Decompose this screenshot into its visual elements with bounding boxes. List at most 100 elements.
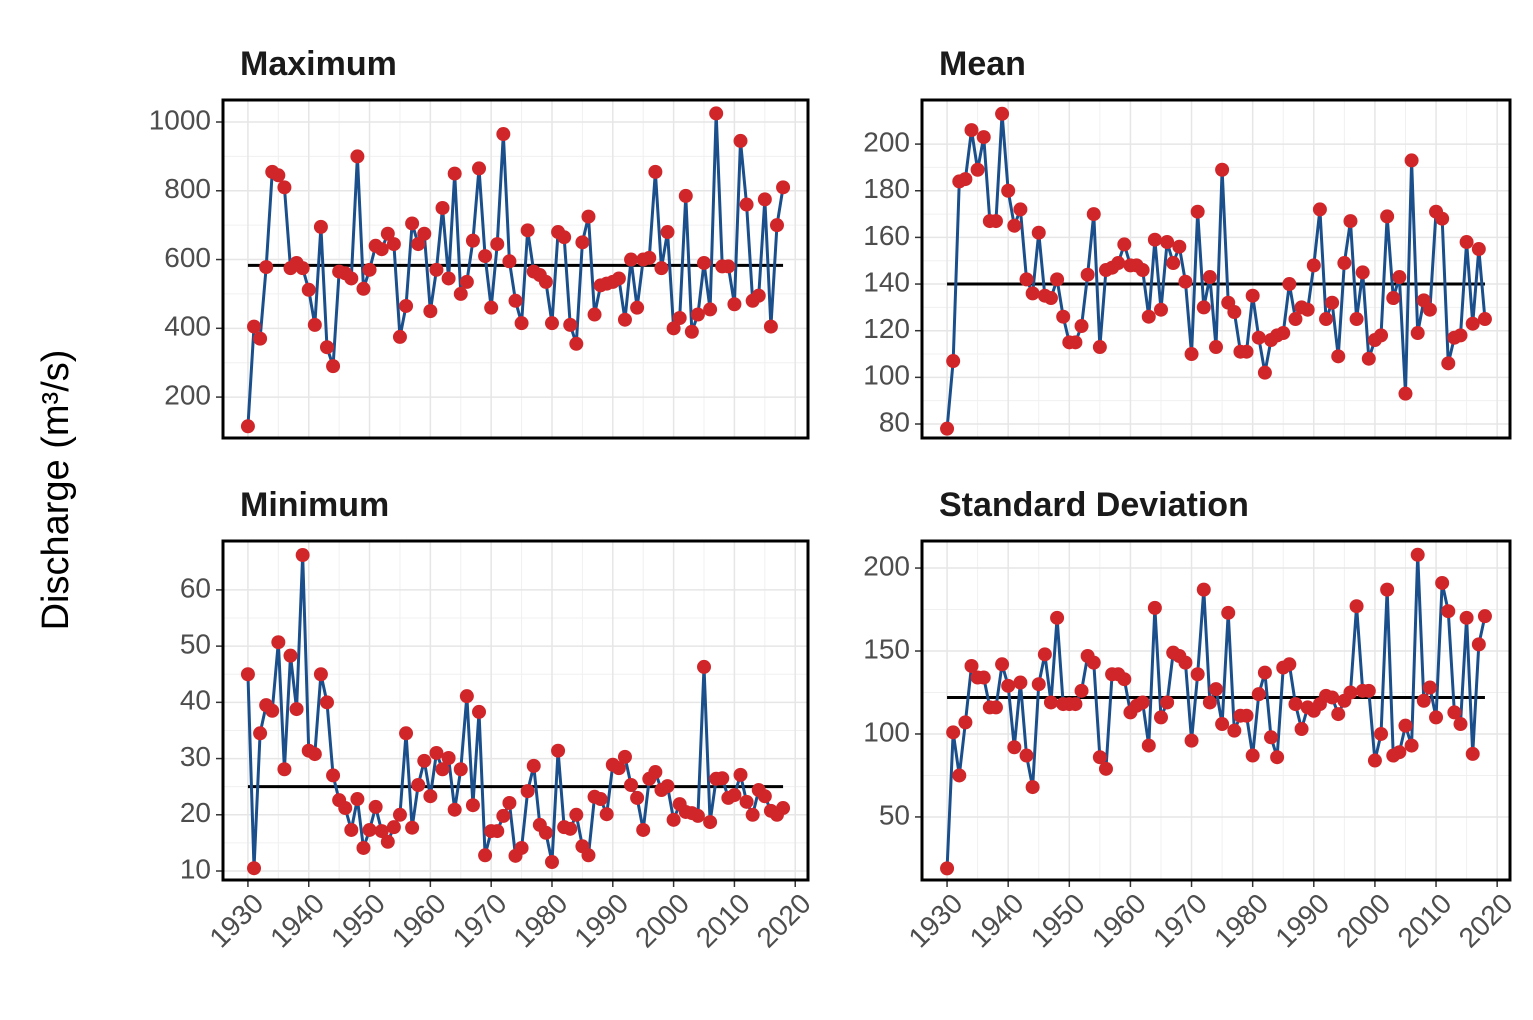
point: [1380, 582, 1395, 597]
point: [380, 226, 395, 241]
point: [1074, 319, 1089, 334]
point: [490, 824, 505, 839]
point: [630, 790, 645, 805]
point: [703, 815, 718, 830]
x-tick-label: 1980: [507, 888, 573, 954]
point: [715, 771, 730, 786]
point: [344, 271, 359, 286]
point: [1319, 312, 1334, 327]
point: [727, 788, 742, 803]
point: [1037, 647, 1052, 662]
point: [660, 779, 675, 794]
point: [745, 807, 760, 822]
point: [1019, 272, 1034, 287]
point: [405, 820, 420, 835]
point: [1117, 237, 1132, 252]
point: [313, 219, 328, 234]
point: [1068, 697, 1083, 712]
point: [1416, 693, 1431, 708]
point: [1160, 235, 1175, 250]
x-tick-label: 2010: [1392, 888, 1458, 954]
point: [648, 765, 663, 780]
point: [1245, 748, 1260, 763]
point: [1294, 722, 1309, 737]
point: [447, 166, 462, 181]
panel-title: Minimum: [240, 486, 389, 524]
point: [1068, 335, 1083, 350]
point: [253, 726, 268, 741]
point: [1141, 309, 1156, 324]
point: [697, 659, 712, 674]
y-tick-label: 60: [180, 572, 211, 603]
point: [678, 188, 693, 203]
point: [1025, 286, 1040, 301]
x-tick-label: 2000: [1330, 888, 1396, 954]
point: [1257, 365, 1272, 380]
point: [958, 172, 973, 187]
point: [1392, 270, 1407, 285]
point: [1215, 162, 1230, 177]
point: [423, 304, 438, 319]
point: [1337, 256, 1352, 271]
point: [1245, 288, 1260, 303]
point: [1270, 750, 1285, 765]
point: [1031, 225, 1046, 240]
point: [1056, 309, 1071, 324]
point: [478, 848, 493, 863]
point: [490, 237, 505, 252]
point: [240, 667, 255, 682]
x-tick-label: 2000: [629, 888, 695, 954]
point: [751, 288, 766, 303]
x-tick-label: 1970: [1147, 888, 1213, 954]
point: [362, 262, 377, 277]
point: [1325, 690, 1340, 705]
point: [648, 164, 663, 179]
panel-title: Maximum: [240, 45, 397, 83]
point: [964, 658, 979, 673]
point: [575, 235, 590, 250]
point: [721, 259, 736, 274]
y-tick-label: 200: [863, 550, 910, 581]
point: [1007, 740, 1022, 755]
point: [1361, 683, 1376, 698]
y-tick-label: 120: [863, 313, 910, 344]
point: [472, 704, 487, 719]
x-tick-label: 2020: [1453, 888, 1519, 954]
point: [563, 317, 578, 332]
point: [350, 149, 365, 164]
point: [368, 799, 383, 814]
y-tick-label: 400: [164, 311, 211, 342]
point: [1404, 738, 1419, 753]
point: [1300, 302, 1315, 317]
y-tick-label: 1000: [149, 104, 211, 135]
point: [1092, 750, 1107, 765]
x-tick-label: 1950: [325, 888, 391, 954]
point: [1435, 575, 1450, 590]
point: [624, 252, 639, 267]
point: [1001, 678, 1016, 693]
point: [295, 261, 310, 276]
point: [338, 801, 353, 816]
point: [1178, 274, 1193, 289]
point: [569, 336, 584, 351]
series-line: [246, 553, 785, 870]
point: [1477, 609, 1492, 624]
point: [1031, 677, 1046, 692]
point: [465, 798, 480, 813]
point: [1477, 312, 1492, 327]
point: [617, 312, 632, 327]
point: [697, 255, 712, 270]
point: [1386, 291, 1401, 306]
point: [1086, 655, 1101, 670]
point: [1221, 605, 1236, 620]
point: [319, 695, 334, 710]
point: [1043, 291, 1058, 306]
point: [581, 209, 596, 224]
point: [429, 745, 444, 760]
point: [976, 130, 991, 145]
point: [1367, 753, 1382, 768]
point: [569, 807, 584, 822]
point: [1422, 680, 1437, 695]
point: [940, 861, 955, 876]
point: [684, 324, 699, 339]
